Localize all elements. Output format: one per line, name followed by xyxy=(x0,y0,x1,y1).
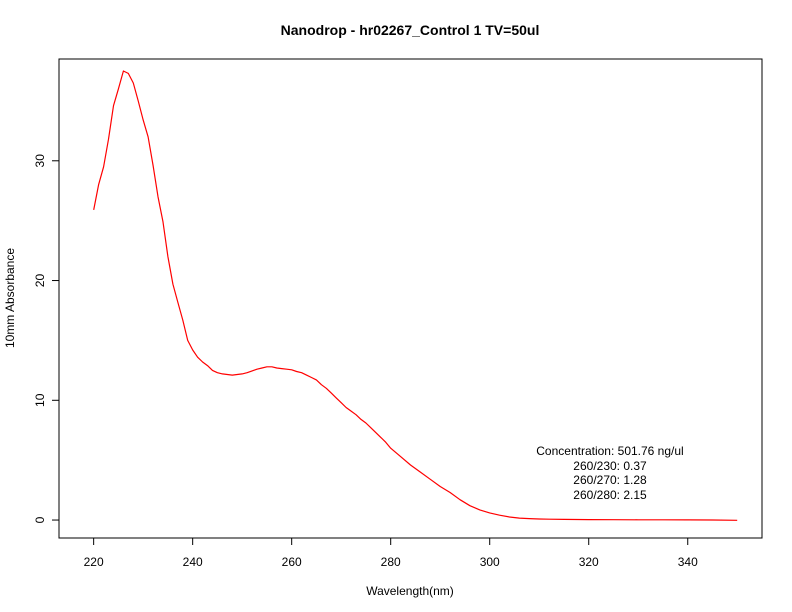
x-tick-label: 340 xyxy=(678,555,698,569)
concentration-text: Concentration: 501.76 ng/ul xyxy=(536,444,683,458)
y-tick-label: 30 xyxy=(33,154,47,168)
stats-annotation: Concentration: 501.76 ng/ul 260/230: 0.3… xyxy=(536,444,683,502)
absorbance-series-line xyxy=(93,70,738,521)
series-layer xyxy=(93,70,738,521)
x-tick-label: 280 xyxy=(381,555,401,569)
ratio-260-280-text: 260/280: 2.15 xyxy=(573,488,647,502)
y-axis-label: 10mm Absorbance xyxy=(3,248,17,348)
x-axis: 220 240 260 280 300 320 340 xyxy=(84,537,698,569)
ratio-260-230-text: 260/230: 0.37 xyxy=(573,459,647,473)
y-tick-label: 0 xyxy=(33,516,47,523)
x-tick-label: 300 xyxy=(480,555,500,569)
x-tick-label: 260 xyxy=(282,555,302,569)
chart-title: Nanodrop - hr02267_Control 1 TV=50ul xyxy=(281,22,540,38)
y-tick-label: 10 xyxy=(33,393,47,407)
x-axis-label: Wavelength(nm) xyxy=(366,584,454,598)
y-axis: 0 10 20 30 xyxy=(33,154,60,523)
y-tick-label: 20 xyxy=(33,274,47,288)
x-tick-label: 320 xyxy=(579,555,599,569)
x-tick-label: 220 xyxy=(84,555,104,569)
x-tick-label: 240 xyxy=(183,555,203,569)
ratio-260-270-text: 260/270: 1.28 xyxy=(573,473,647,487)
